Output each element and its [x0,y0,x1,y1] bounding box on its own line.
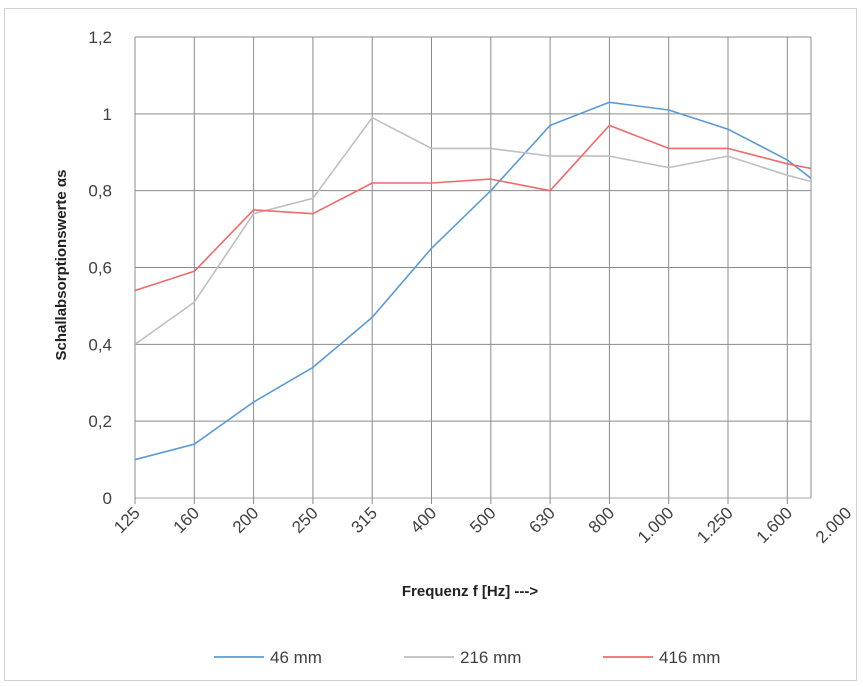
y-tick-labels: 0 0,2 0,4 0,6 0,8 1 1,2 [88,28,112,508]
y-tick-label: 0,8 [88,182,112,201]
x-tick-label: 630 [525,503,558,536]
x-tick-label: 160 [170,503,203,536]
x-tick-label: 125 [110,503,143,536]
legend-label: 416 mm [659,648,720,667]
y-tick-label: 1,2 [88,28,112,47]
grid [134,36,812,504]
x-tick-label: 200 [229,503,262,536]
x-tick-label: 315 [348,503,381,536]
series-line [135,116,811,345]
x-tick-label: 800 [585,503,618,536]
series-lines [135,101,811,461]
y-tick-label: 0,2 [88,412,112,431]
x-tick-labels: 125 160 200 250 315 400 500 630 800 1.000 1.250 1.6… [110,503,856,547]
x-tick-label: 400 [407,503,440,536]
x-tick-label: 250 [288,503,321,536]
y-tick-label: 0,4 [88,335,112,354]
legend-label: 216 mm [460,648,521,667]
x-axis-label: Frequenz f [Hz] ---> [402,583,538,600]
x-tick-label: 1.250 [693,503,737,547]
y-tick-label: 0 [103,489,112,508]
y-tick-label: 1 [103,105,112,124]
x-tick-label: 1.000 [634,503,678,547]
series-line [135,101,811,461]
x-tick-label: 2.000 [812,503,856,547]
x-tick-label: 500 [466,503,499,536]
y-axis-label: Schallabsorptionswerte αs [53,170,70,361]
legend: 46 mm 216 mm 416 mm [214,648,720,667]
x-tick-label: 1.600 [753,503,797,547]
legend-label: 46 mm [270,648,322,667]
y-tick-label: 0,6 [88,259,112,278]
series-line [135,124,811,292]
